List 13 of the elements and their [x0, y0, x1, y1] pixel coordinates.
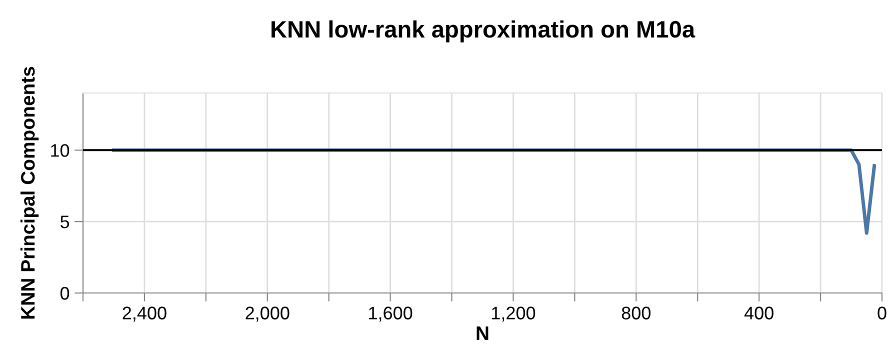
y-tick-label: 5 — [60, 216, 70, 228]
y-tick-label: 0 — [60, 286, 70, 300]
x-tick-label: 800 — [622, 306, 651, 320]
x-tick-label: 400 — [744, 306, 774, 320]
x-tick-label: 1,600 — [369, 306, 412, 322]
y-tick-label: 10 — [51, 144, 70, 157]
x-tick-label: 2,000 — [246, 306, 290, 322]
x-axis-title: N — [476, 326, 488, 340]
y-axis-title: KNN Principal Components — [20, 66, 39, 319]
x-tick-label: 1,200 — [492, 306, 536, 322]
x-tick-label: 0 — [878, 306, 886, 320]
chart-title: KNN low-rank approximation on M10a — [272, 20, 696, 42]
x-tick-label: 2,400 — [122, 306, 166, 322]
